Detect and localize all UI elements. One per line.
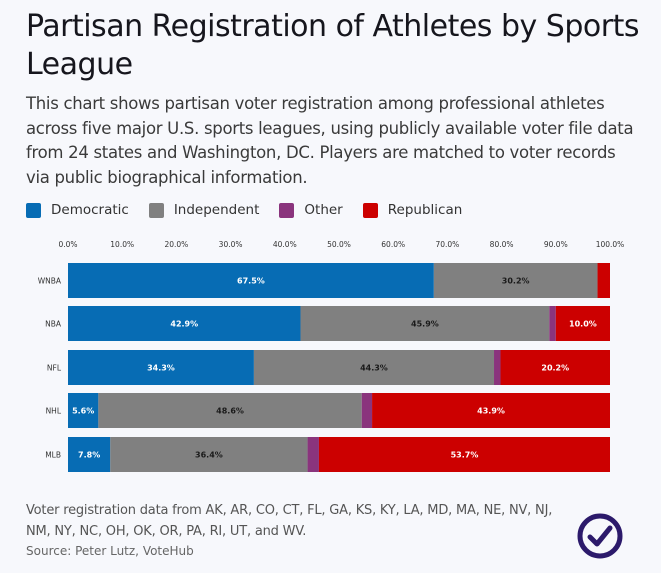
data-label: 10.0% xyxy=(569,320,597,329)
legend-swatch-independent xyxy=(148,202,164,218)
bar-segment-independent xyxy=(110,437,308,472)
x-tick-label: 40.0% xyxy=(273,240,297,249)
category-label: NBA xyxy=(45,320,62,329)
checkmark-circle-icon xyxy=(577,513,623,559)
data-label: 53.7% xyxy=(451,451,479,460)
category-label: WNBA xyxy=(38,277,62,286)
chart-title: Partisan Registration of Athletes by Spo… xyxy=(26,9,639,82)
data-label: 45.9% xyxy=(411,320,439,329)
data-label: 67.5% xyxy=(237,277,265,286)
footnote: Voter registration data from AK, AR, CO,… xyxy=(26,503,553,539)
x-tick-label: 70.0% xyxy=(435,240,459,249)
legend-label: Democratic xyxy=(51,202,129,218)
x-tick-label: 50.0% xyxy=(327,240,351,249)
category-label: NHL xyxy=(46,407,62,416)
legend-label: Other xyxy=(304,202,343,218)
legend-label: Republican xyxy=(387,202,463,218)
bar-segment-other xyxy=(549,306,556,341)
bar-segment-democratic xyxy=(68,306,301,341)
data-label: 5.6% xyxy=(72,407,94,416)
data-label: 34.3% xyxy=(147,364,175,373)
data-label: 20.2% xyxy=(541,364,569,373)
x-tick-label: 30.0% xyxy=(219,240,243,249)
data-label: 44.3% xyxy=(360,364,388,373)
legend-swatch-republican xyxy=(362,202,378,218)
x-tick-label: 90.0% xyxy=(544,240,568,249)
bar-segment-other xyxy=(307,437,319,472)
bar-segment-republican xyxy=(500,350,610,385)
bar-segment-republican xyxy=(597,263,610,298)
bar-segment-republican xyxy=(318,437,610,472)
bar-segment-independent xyxy=(300,306,550,341)
category-label: NFL xyxy=(47,364,62,373)
chart-subtitle: This chart shows partisan voter registra… xyxy=(26,94,634,187)
data-label: 30.2% xyxy=(502,277,530,286)
bar-segment-other xyxy=(361,393,373,428)
x-tick-label: 20.0% xyxy=(164,240,188,249)
legend-item-republican[interactable]: Republican xyxy=(362,202,463,218)
source-credit: Source: Peter Lutz, VoteHub xyxy=(26,544,194,558)
bar-segment-independent xyxy=(98,393,362,428)
bar-segment-democratic xyxy=(68,393,99,428)
stacked-bar-chart: 0.0% 10.0% 20.0% 30.0% 40.0% 50.0% 60.0% 70.0% 8… xyxy=(38,240,625,472)
data-label: 43.9% xyxy=(477,407,505,416)
x-tick-label: 60.0% xyxy=(381,240,405,249)
bar-segment-republican xyxy=(555,306,610,341)
legend-label: Independent xyxy=(173,202,260,218)
legend-item-other[interactable]: Other xyxy=(279,202,343,218)
legend-swatch-democratic xyxy=(26,202,41,218)
bar-segment-other xyxy=(494,350,501,385)
data-label: 7.8% xyxy=(78,451,100,460)
x-tick-label: 80.0% xyxy=(490,240,514,249)
bar-segment-republican xyxy=(372,393,610,428)
data-label: 36.4% xyxy=(195,451,223,460)
bar-segment-democratic xyxy=(68,437,111,472)
x-tick-label: 10.0% xyxy=(110,240,134,249)
bar-segment-independent xyxy=(253,350,495,385)
bar-segment-democratic xyxy=(68,350,254,385)
x-tick-label: 0.0% xyxy=(58,240,77,249)
legend-swatch-other xyxy=(279,202,295,218)
bar-segment-independent xyxy=(433,263,598,298)
data-label: 42.9% xyxy=(170,320,198,329)
data-label: 48.6% xyxy=(216,407,244,416)
x-tick-label: 100.0% xyxy=(596,240,625,249)
legend-item-democratic[interactable]: Democratic xyxy=(26,202,129,218)
legend: Democratic Independent Other Republican xyxy=(26,202,482,218)
category-label: MLB xyxy=(45,451,61,460)
bar-segment-democratic xyxy=(68,263,434,298)
legend-item-independent[interactable]: Independent xyxy=(148,202,260,218)
